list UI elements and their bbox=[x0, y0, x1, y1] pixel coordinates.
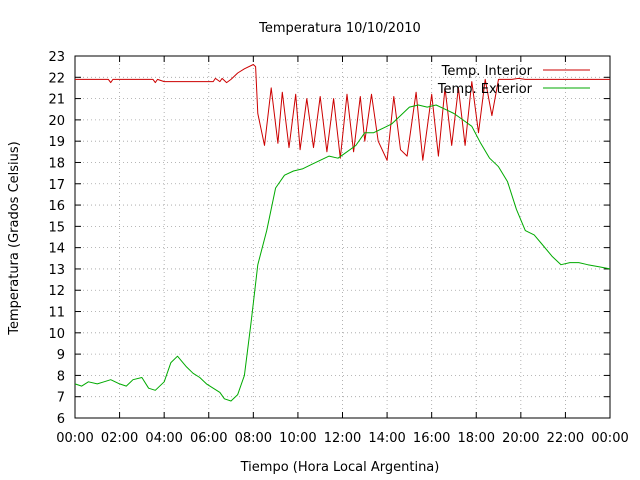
x-tick-label: 00:00 bbox=[56, 431, 93, 446]
x-tick-label: 18:00 bbox=[458, 431, 495, 446]
x-tick-label: 02:00 bbox=[101, 431, 138, 446]
y-tick-label: 11 bbox=[48, 306, 65, 321]
x-axis-label: Tiempo (Hora Local Argentina) bbox=[240, 460, 440, 475]
y-tick-label: 15 bbox=[48, 220, 65, 235]
y-axis-label: Temperatura (Grados Celsius) bbox=[7, 141, 22, 335]
x-tick-label: 04:00 bbox=[145, 431, 182, 446]
y-tick-label: 9 bbox=[57, 348, 65, 363]
x-tick-label: 20:00 bbox=[502, 431, 539, 446]
y-tick-label: 18 bbox=[48, 156, 65, 171]
x-tick-label: 08:00 bbox=[235, 431, 272, 446]
chart-title: Temperatura 10/10/2010 bbox=[258, 21, 421, 36]
y-tick-label: 13 bbox=[48, 263, 65, 278]
y-tick-label: 6 bbox=[57, 412, 65, 427]
legend-label: Temp. Interior bbox=[441, 64, 533, 79]
x-tick-label: 00:00 bbox=[591, 431, 628, 446]
y-tick-label: 12 bbox=[48, 284, 65, 299]
y-tick-label: 22 bbox=[48, 71, 65, 86]
x-tick-label: 22:00 bbox=[547, 431, 584, 446]
y-tick-label: 10 bbox=[48, 327, 65, 342]
x-tick-label: 06:00 bbox=[190, 431, 227, 446]
y-tick-label: 7 bbox=[57, 391, 65, 406]
y-tick-label: 17 bbox=[48, 178, 65, 193]
series-line-exterior bbox=[74, 104, 611, 402]
grid bbox=[75, 56, 610, 418]
x-axis: 00:00 02:00 04:00 06:00 08:00 10:00 12:00 14:00… bbox=[56, 56, 629, 446]
x-tick-label: 12:00 bbox=[324, 431, 361, 446]
y-tick-label: 16 bbox=[48, 199, 65, 214]
x-tick-label: 14:00 bbox=[368, 431, 405, 446]
series-lines bbox=[74, 64, 611, 402]
x-tick-label: 10:00 bbox=[279, 431, 316, 446]
y-tick-label: 8 bbox=[57, 369, 65, 384]
y-tick-label: 14 bbox=[48, 242, 65, 257]
y-tick-label: 19 bbox=[48, 135, 65, 150]
y-axis: 6 7 8 9 10 11 12 13 14 15 16 17 18 19 20 21 22 23 bbox=[48, 50, 610, 427]
legend-label: Temp. Exterior bbox=[437, 82, 533, 97]
legend: Temp. Interior Temp. Exterior bbox=[437, 64, 590, 97]
series-line-interior bbox=[75, 64, 610, 161]
x-tick-label: 16:00 bbox=[413, 431, 450, 446]
y-tick-label: 20 bbox=[48, 114, 65, 129]
y-tick-label: 23 bbox=[48, 50, 65, 65]
y-tick-label: 21 bbox=[48, 93, 65, 108]
